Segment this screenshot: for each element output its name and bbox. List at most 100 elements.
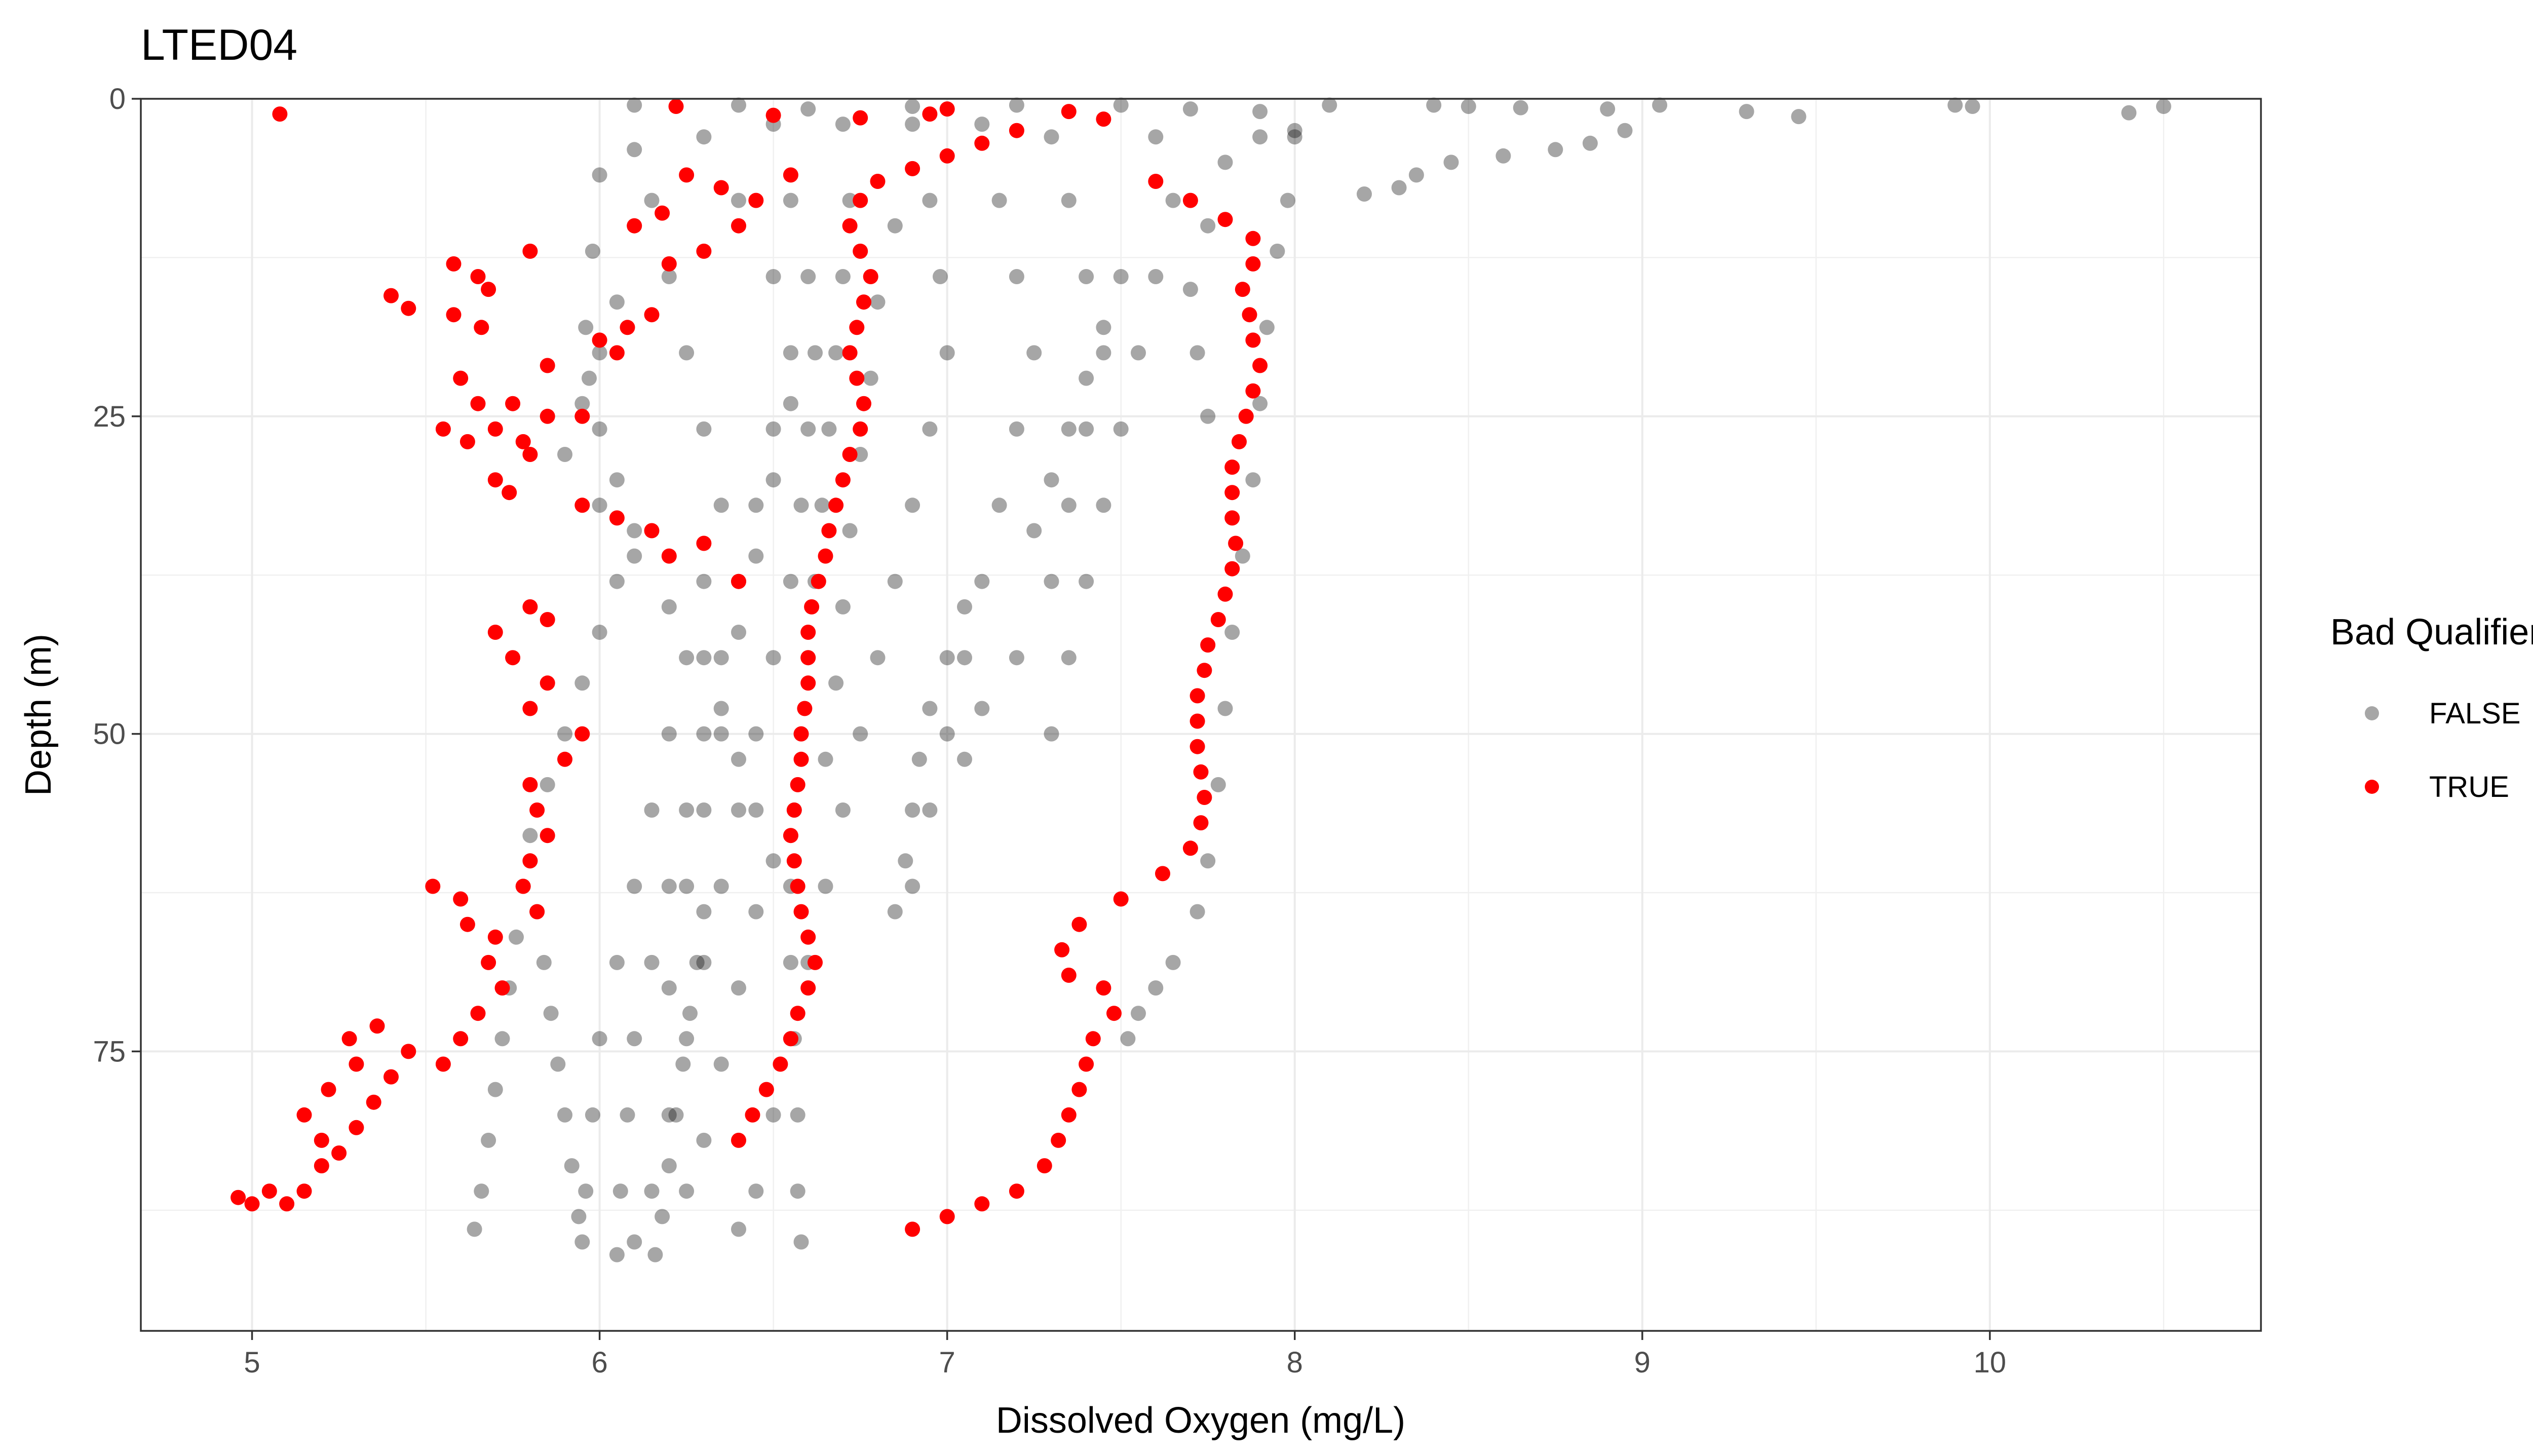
data-point-true [470, 269, 486, 284]
data-point-true [842, 447, 858, 462]
data-point-false [557, 726, 572, 742]
data-point-false [661, 878, 677, 894]
data-point-true [522, 447, 538, 462]
data-point-false [1461, 99, 1476, 114]
data-point-false [1217, 155, 1233, 170]
data-point-false [487, 1082, 503, 1097]
data-point-false [991, 193, 1007, 208]
data-point-false [647, 1247, 663, 1262]
data-point-false [731, 97, 746, 113]
data-point-false [887, 904, 903, 919]
data-point-false [582, 370, 597, 386]
data-point-false [821, 421, 837, 437]
data-point-true [1037, 1158, 1052, 1174]
data-point-false [2121, 105, 2137, 121]
data-point-false [835, 802, 851, 818]
data-point-false [543, 1006, 559, 1021]
data-point-true [522, 701, 538, 716]
data-point-false [974, 573, 990, 589]
data-point-true [435, 1056, 451, 1072]
data-point-false [1965, 99, 1980, 114]
data-point-true [459, 434, 475, 449]
data-point-true [627, 218, 642, 234]
data-point-false [627, 523, 642, 539]
data-point-false [1182, 101, 1198, 117]
data-point-false [550, 1056, 566, 1072]
data-point-false [1148, 980, 1164, 996]
data-point-false [609, 1247, 625, 1262]
data-point-false [905, 99, 920, 114]
data-point-false [1079, 573, 1094, 589]
data-point-false [679, 345, 695, 361]
y-tick-label: 75 [93, 1035, 126, 1068]
data-point-false [536, 954, 552, 970]
data-point-false [748, 904, 764, 919]
data-point-true [870, 174, 886, 189]
data-point-false [905, 497, 920, 513]
data-point-true [793, 751, 809, 767]
data-point-false [1165, 193, 1181, 208]
data-point-true [731, 1132, 746, 1148]
data-point-false [1245, 472, 1261, 488]
data-point-false [933, 269, 948, 284]
data-point-true [529, 904, 545, 919]
data-point-false [1113, 97, 1129, 113]
data-point-true [341, 1031, 357, 1047]
data-point-false [467, 1221, 482, 1237]
data-point-true [557, 751, 572, 767]
data-point-false [1200, 408, 1216, 424]
data-point-false [1131, 345, 1146, 361]
data-point-false [939, 650, 955, 666]
data-point-true [853, 243, 868, 259]
data-point-false [1079, 269, 1094, 284]
data-point-true [272, 106, 288, 122]
data-point-false [922, 802, 938, 818]
data-point-true [383, 288, 399, 303]
data-point-false [790, 1107, 805, 1123]
data-point-true [1193, 815, 1209, 831]
data-point-true [505, 650, 521, 666]
data-point-false [1217, 701, 1233, 716]
legend-title: Bad Qualifier [2330, 612, 2533, 653]
data-point-false [592, 167, 607, 183]
data-point-true [731, 573, 746, 589]
data-point-false [828, 345, 844, 361]
data-point-true [1106, 1006, 1122, 1021]
data-point-false [574, 675, 590, 691]
data-point-false [957, 751, 972, 767]
data-point-false [627, 1234, 642, 1250]
data-point-false [592, 1031, 607, 1047]
data-point-true [446, 256, 462, 272]
data-point-true [1061, 104, 1077, 120]
data-point-false [1131, 1006, 1146, 1021]
y-tick-label: 0 [109, 83, 126, 116]
data-point-true [1096, 980, 1111, 996]
data-point-false [1096, 345, 1111, 361]
data-point-false [790, 1183, 805, 1199]
data-point-true [1200, 637, 1216, 653]
data-point-true [835, 472, 851, 488]
data-point-true [1079, 1056, 1094, 1072]
data-point-true [487, 472, 503, 488]
data-point-true [800, 650, 816, 666]
data-point-false [696, 129, 712, 145]
data-point-false [1148, 129, 1164, 145]
x-tick-label: 5 [244, 1346, 260, 1379]
data-point-true [828, 497, 844, 513]
data-point-false [842, 523, 858, 539]
data-point-true [790, 1006, 805, 1021]
data-point-false [939, 726, 955, 742]
data-point-true [1071, 1082, 1087, 1097]
data-point-false [494, 1031, 510, 1047]
data-point-false [1548, 142, 1563, 158]
data-point-true [470, 1006, 486, 1021]
data-point-false [1061, 497, 1077, 513]
data-point-true [1182, 840, 1198, 856]
data-point-true [849, 370, 865, 386]
data-point-true [811, 573, 826, 589]
data-point-true [905, 161, 920, 176]
data-point-true [505, 396, 521, 411]
data-point-true [661, 256, 677, 272]
data-point-true [974, 1196, 990, 1212]
